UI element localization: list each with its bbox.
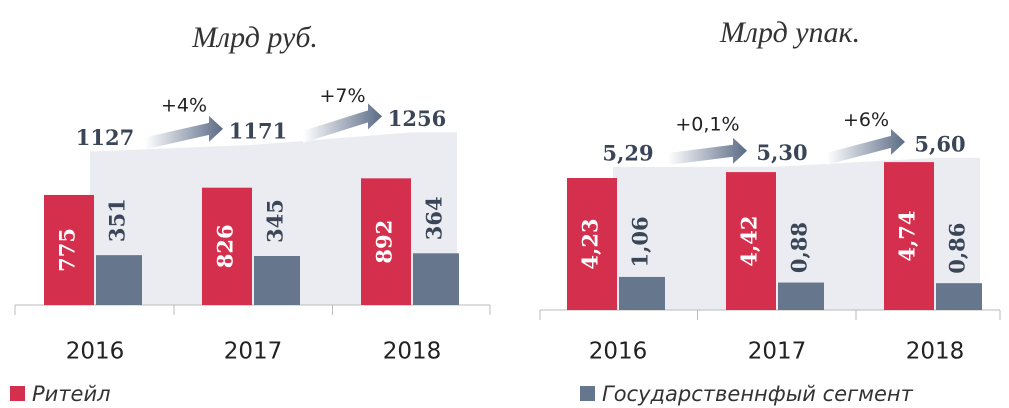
growth-arrow (145, 115, 223, 150)
bar (567, 178, 617, 310)
x-tick-label: 2016 (66, 339, 125, 365)
growth-arrow (827, 128, 905, 165)
legend-swatch (10, 386, 25, 401)
data-label: 351 (105, 198, 130, 242)
bar (778, 282, 824, 310)
bar (936, 283, 982, 310)
data-label: 775 (55, 228, 80, 272)
growth-label: +4% (161, 95, 207, 117)
total-label: 1256 (388, 106, 446, 131)
legend-label: Ритейл (32, 382, 111, 406)
total-label: 1127 (76, 125, 134, 150)
data-label: 345 (263, 199, 288, 243)
bar (96, 255, 142, 305)
x-tick-label: 2018 (906, 339, 965, 365)
x-tick-label: 2016 (589, 339, 648, 365)
chart-title: Млрд руб. (191, 21, 318, 54)
data-label: 4,74 (895, 210, 920, 261)
bar (413, 253, 459, 305)
total-label: 5,29 (602, 141, 653, 166)
data-label: 1,06 (628, 216, 653, 267)
total-label: 5,60 (914, 131, 965, 156)
growth-label: +6% (843, 109, 889, 131)
growth-arrow (303, 103, 382, 143)
bar (254, 256, 300, 305)
bar (361, 178, 411, 305)
x-tick-label: 2017 (748, 339, 807, 365)
growth-label: +7% (319, 85, 365, 107)
data-label: 4,23 (578, 218, 603, 269)
bar (619, 276, 665, 310)
bar (726, 172, 776, 310)
total-label: 5,30 (756, 140, 807, 165)
x-tick-label: 2017 (224, 339, 283, 365)
x-tick-label: 2018 (383, 339, 442, 365)
data-label: 0,88 (787, 222, 812, 273)
data-label: 4,42 (737, 215, 762, 266)
bar (884, 162, 934, 310)
data-label: 892 (372, 220, 397, 264)
total-label: 1171 (229, 118, 287, 143)
legend-swatch (580, 386, 595, 401)
bar (44, 194, 94, 305)
data-label: 364 (422, 196, 447, 240)
bar (202, 187, 252, 305)
data-label: 0,86 (945, 223, 970, 274)
growth-arrow (668, 137, 747, 166)
growth-label: +0,1% (675, 113, 739, 135)
data-label: 826 (213, 224, 238, 268)
legend-label: Государственнфый сегмент (602, 382, 914, 406)
chart-title: Млрд упак. (719, 16, 860, 49)
